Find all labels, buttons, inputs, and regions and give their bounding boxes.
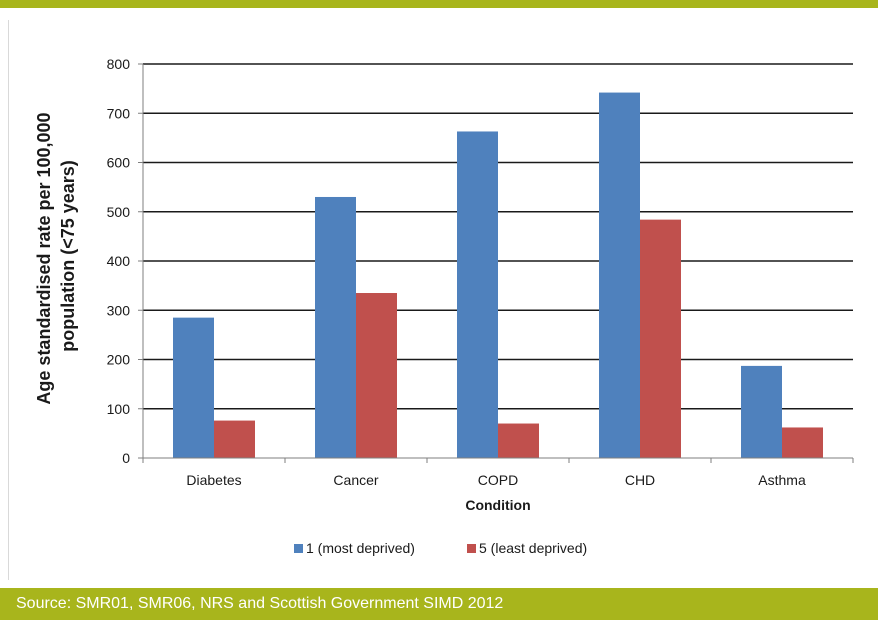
bar-chd-series-2: [640, 219, 681, 458]
source-text: Source: SMR01, SMR06, NRS and Scottish G…: [16, 595, 504, 612]
y-tick-label: 100: [107, 401, 131, 417]
y-tick-label: 200: [107, 352, 131, 368]
y-tick-label: 0: [122, 450, 130, 466]
bar-diabetes-series-2: [214, 420, 255, 458]
y-tick-label: 400: [107, 253, 131, 269]
x-tick-label: CHD: [625, 472, 655, 488]
x-tick-label: Asthma: [758, 472, 806, 488]
x-tick-label: COPD: [478, 472, 518, 488]
legend-label-series-1: 1 (most deprived): [306, 540, 415, 556]
y-tick-label: 300: [107, 302, 131, 318]
y-axis-title-line-2: population (<75 years): [58, 160, 78, 352]
y-tick-label: 800: [107, 56, 131, 72]
gridlines: [143, 63, 853, 410]
y-tick-label: 700: [107, 105, 131, 121]
y-axis-title-line-1: Age standardised rate per 100,000: [34, 112, 54, 404]
bar-diabetes-series-1: [173, 317, 214, 458]
chart-area: 0 100 200 300 400 500 600 700 800 Diabetes Cancer…: [0, 8, 878, 588]
y-tick-labels: 0 100 200 300 400 500 600 700 800: [107, 56, 143, 466]
bar-cancer-series-1: [315, 196, 356, 458]
legend-swatch-series-1: [294, 544, 303, 553]
bar-asthma-series-2: [782, 427, 823, 458]
x-tick-label: Diabetes: [186, 472, 241, 488]
left-divider: [8, 20, 9, 580]
bar-copd-series-2: [498, 423, 539, 458]
legend-swatch-series-2: [467, 544, 476, 553]
bar-chd-series-1: [599, 92, 640, 458]
bar-chart: 0 100 200 300 400 500 600 700 800 Diabetes Cancer…: [34, 56, 854, 556]
y-tick-label: 600: [107, 155, 131, 171]
bar-asthma-series-1: [741, 365, 782, 458]
top-accent-bar: [0, 0, 878, 8]
y-tick-label: 500: [107, 204, 131, 220]
y-axis-title: Age standardised rate per 100,000 popula…: [34, 107, 78, 404]
bar-copd-series-1: [457, 131, 498, 458]
bar-cancer-series-2: [356, 293, 397, 458]
legend-label-series-2: 5 (least deprived): [479, 540, 587, 556]
bars: [173, 92, 823, 458]
x-tick-labels: Diabetes Cancer COPD CHD Asthma: [186, 472, 806, 488]
x-tick-label: Cancer: [333, 472, 378, 488]
source-footer: Source: SMR01, SMR06, NRS and Scottish G…: [0, 588, 878, 620]
legend: 1 (most deprived) 5 (least deprived): [294, 540, 587, 556]
x-axis-title: Condition: [465, 497, 530, 513]
